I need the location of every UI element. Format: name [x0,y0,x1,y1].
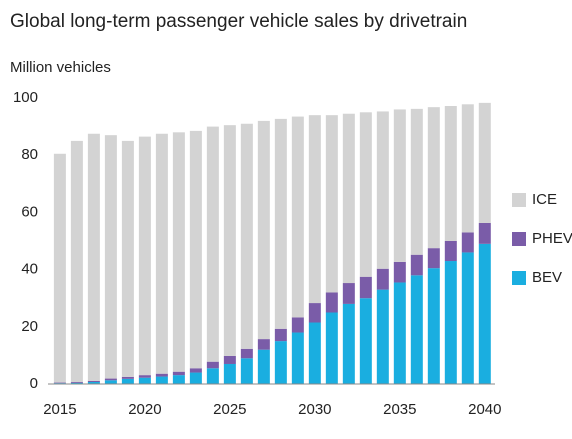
bar-segment [223,355,236,364]
bar-segment [257,349,270,384]
bar-segment [240,123,253,349]
x-tick-label: 2030 [298,401,331,418]
bar-segment [342,283,355,304]
bar-segment [155,373,168,377]
bar-segment [53,153,66,383]
bar-segment [342,303,355,384]
legend-label: PHEV [532,230,572,247]
bar-segment [240,348,253,359]
bar-segment [393,282,406,384]
x-tick-label: 2020 [128,401,161,418]
bar-segment [104,135,117,379]
bar-segment [206,126,219,362]
bar-segment [206,361,219,369]
bar-segment [308,322,321,384]
bar-segment [70,381,83,383]
legend-label: ICE [532,191,557,208]
bar-segment [376,268,389,290]
legend-swatch [512,232,526,246]
bar-segment [325,312,338,384]
bar-segment [240,358,253,384]
legend-label: BEV [532,269,562,286]
bar-segment [359,112,372,277]
bar-segment [70,382,83,384]
y-tick-label: 0 [30,375,38,392]
y-tick-label: 100 [13,89,38,106]
legend-swatch [512,193,526,207]
bar-segment [138,377,151,384]
bar-segment [138,136,151,376]
bar-segment [410,108,423,255]
bar-segment [104,380,117,384]
bar-segment [325,115,338,293]
bar-segment [444,106,457,242]
bar-segment [189,372,202,384]
bar-segment [206,368,219,384]
chart-title: Global long-term passenger vehicle sales… [10,11,467,32]
bar-segment [121,376,134,379]
x-tick-label: 2035 [383,401,416,418]
bar-segment [274,328,287,342]
bar-segment [257,120,270,340]
x-tick-label: 2015 [43,401,76,418]
bar-segment [461,232,474,253]
bar-segment [172,132,185,372]
y-tick-label: 20 [21,318,38,335]
bar-segment [189,130,202,369]
bar-segment [308,303,321,323]
y-tick-label: 80 [21,146,38,163]
bar-segment [478,222,491,244]
bar-segment [138,375,151,378]
bar-segment [291,332,304,384]
bar-segment [223,125,236,356]
bar-segment [461,104,474,233]
bar-segment [104,378,117,381]
bar-segment [410,254,423,276]
y-axis-label: Million vehicles [10,59,111,76]
bar-segment [427,268,440,384]
bar-segment [359,276,372,299]
bar-segment [478,102,491,223]
bar-segment [87,380,100,382]
bar-segment [87,381,100,384]
bar-segment [53,382,66,384]
bar-segment [172,371,185,376]
bar-segment [121,140,134,377]
y-tick-label: 60 [21,203,38,220]
bar-segment [410,275,423,384]
bar-segment [444,261,457,384]
bar-segment [189,368,202,373]
bar-segment [70,140,83,382]
bar-segment [291,116,304,318]
bar-segment [461,252,474,384]
bar-segment [155,376,168,384]
bar-segment [376,289,389,384]
bar-segment [376,111,389,269]
bar-segment [87,133,100,381]
bar-segment [393,109,406,262]
bar-segment [478,243,491,384]
bar-segment [427,107,440,249]
bar-segment [444,241,457,262]
bar-segment [393,261,406,283]
bar-segment [155,133,168,374]
bar-segment [325,292,338,313]
x-tick-label: 2040 [468,401,501,418]
y-tick-label: 40 [21,261,38,278]
bar-segment [257,339,270,350]
bar-segment [274,341,287,384]
bar-segment [223,363,236,384]
x-tick-label: 2025 [213,401,246,418]
bar-segment [427,248,440,269]
legend-swatch [512,271,526,285]
bar-segment [308,115,321,304]
bar-segment [172,375,185,384]
bar-segment [359,298,372,384]
bar-segment [342,113,355,284]
bar-segment [291,317,304,333]
bar-segment [274,118,287,329]
bar-segment [121,378,134,384]
